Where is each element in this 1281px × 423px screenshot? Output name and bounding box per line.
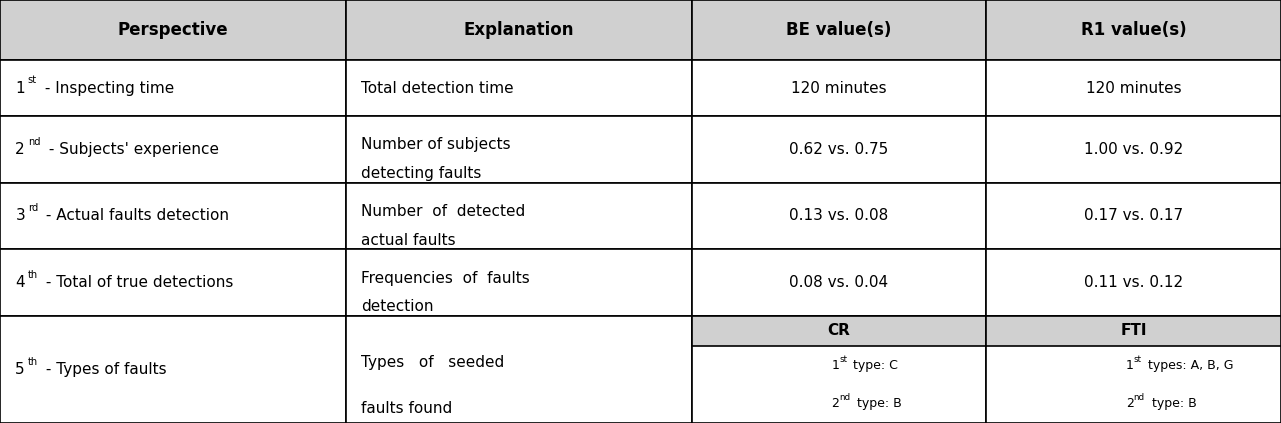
Text: Frequencies  of  faults: Frequencies of faults <box>361 271 530 286</box>
Text: 0.62 vs. 0.75: 0.62 vs. 0.75 <box>789 142 889 157</box>
Text: - Subjects' experience: - Subjects' experience <box>44 142 219 157</box>
Text: 120 minutes: 120 minutes <box>792 80 886 96</box>
Text: Perspective: Perspective <box>118 21 228 39</box>
Text: nd: nd <box>839 393 851 402</box>
Bar <box>0 182 346 249</box>
Text: 0.17 vs. 0.17: 0.17 vs. 0.17 <box>1084 208 1184 223</box>
Text: FTI: FTI <box>1121 324 1146 338</box>
Text: R1 value(s): R1 value(s) <box>1081 21 1186 39</box>
Bar <box>692 249 986 316</box>
Text: 1: 1 <box>831 359 839 372</box>
Text: nd: nd <box>28 137 40 147</box>
Text: 1: 1 <box>1126 359 1134 372</box>
Bar <box>0 60 346 116</box>
Text: actual faults: actual faults <box>361 233 456 248</box>
Bar <box>346 182 692 249</box>
Bar <box>986 316 1281 346</box>
Text: Total detection time: Total detection time <box>361 80 514 96</box>
Text: 4: 4 <box>15 275 26 290</box>
Bar <box>986 0 1281 60</box>
Text: nd: nd <box>1134 393 1145 402</box>
Text: 2: 2 <box>15 142 26 157</box>
Text: 2: 2 <box>831 397 839 410</box>
Bar <box>986 249 1281 316</box>
Bar <box>346 249 692 316</box>
Bar <box>692 182 986 249</box>
Text: detection: detection <box>361 299 434 314</box>
Text: Explanation: Explanation <box>464 21 574 39</box>
Bar <box>0 249 346 316</box>
Bar <box>692 316 986 346</box>
Text: 0.13 vs. 0.08: 0.13 vs. 0.08 <box>789 208 889 223</box>
Text: st: st <box>839 354 847 364</box>
Text: rd: rd <box>28 203 38 213</box>
Text: th: th <box>28 270 38 280</box>
Text: detecting faults: detecting faults <box>361 166 482 181</box>
Bar <box>346 116 692 182</box>
Text: Types   of   seeded: Types of seeded <box>361 355 505 370</box>
Text: - Inspecting time: - Inspecting time <box>40 80 174 96</box>
Text: 0.08 vs. 0.04: 0.08 vs. 0.04 <box>789 275 889 290</box>
Text: CR: CR <box>828 324 851 338</box>
Text: 2: 2 <box>1126 397 1134 410</box>
Bar <box>346 316 692 423</box>
Text: 120 minutes: 120 minutes <box>1086 80 1181 96</box>
Bar <box>346 60 692 116</box>
Bar <box>986 182 1281 249</box>
Text: 1: 1 <box>15 80 26 96</box>
Text: type: B: type: B <box>1148 397 1196 410</box>
Text: - Actual faults detection: - Actual faults detection <box>41 208 229 223</box>
Bar <box>986 116 1281 182</box>
Bar <box>0 0 346 60</box>
Text: faults found: faults found <box>361 401 452 417</box>
Bar <box>692 316 986 423</box>
Text: type: C: type: C <box>849 359 898 372</box>
Bar <box>986 60 1281 116</box>
Bar <box>986 316 1281 423</box>
Text: st: st <box>28 75 37 85</box>
Text: 1.00 vs. 0.92: 1.00 vs. 0.92 <box>1084 142 1184 157</box>
Text: types: A, B, G: types: A, B, G <box>1144 359 1234 372</box>
Text: st: st <box>1134 354 1141 364</box>
Text: Number of subjects: Number of subjects <box>361 137 511 152</box>
Bar <box>346 0 692 60</box>
Text: - Total of true detections: - Total of true detections <box>41 275 233 290</box>
Text: Number  of  detected: Number of detected <box>361 204 525 219</box>
Text: - Types of faults: - Types of faults <box>41 362 167 377</box>
Text: 3: 3 <box>15 208 26 223</box>
Text: 5: 5 <box>15 362 26 377</box>
Bar <box>692 0 986 60</box>
Bar <box>692 116 986 182</box>
Text: type: B: type: B <box>853 397 902 410</box>
Bar <box>0 116 346 182</box>
Text: 0.11 vs. 0.12: 0.11 vs. 0.12 <box>1084 275 1184 290</box>
Bar <box>0 316 346 423</box>
Text: BE value(s): BE value(s) <box>787 21 892 39</box>
Bar <box>692 60 986 116</box>
Text: th: th <box>28 357 38 367</box>
